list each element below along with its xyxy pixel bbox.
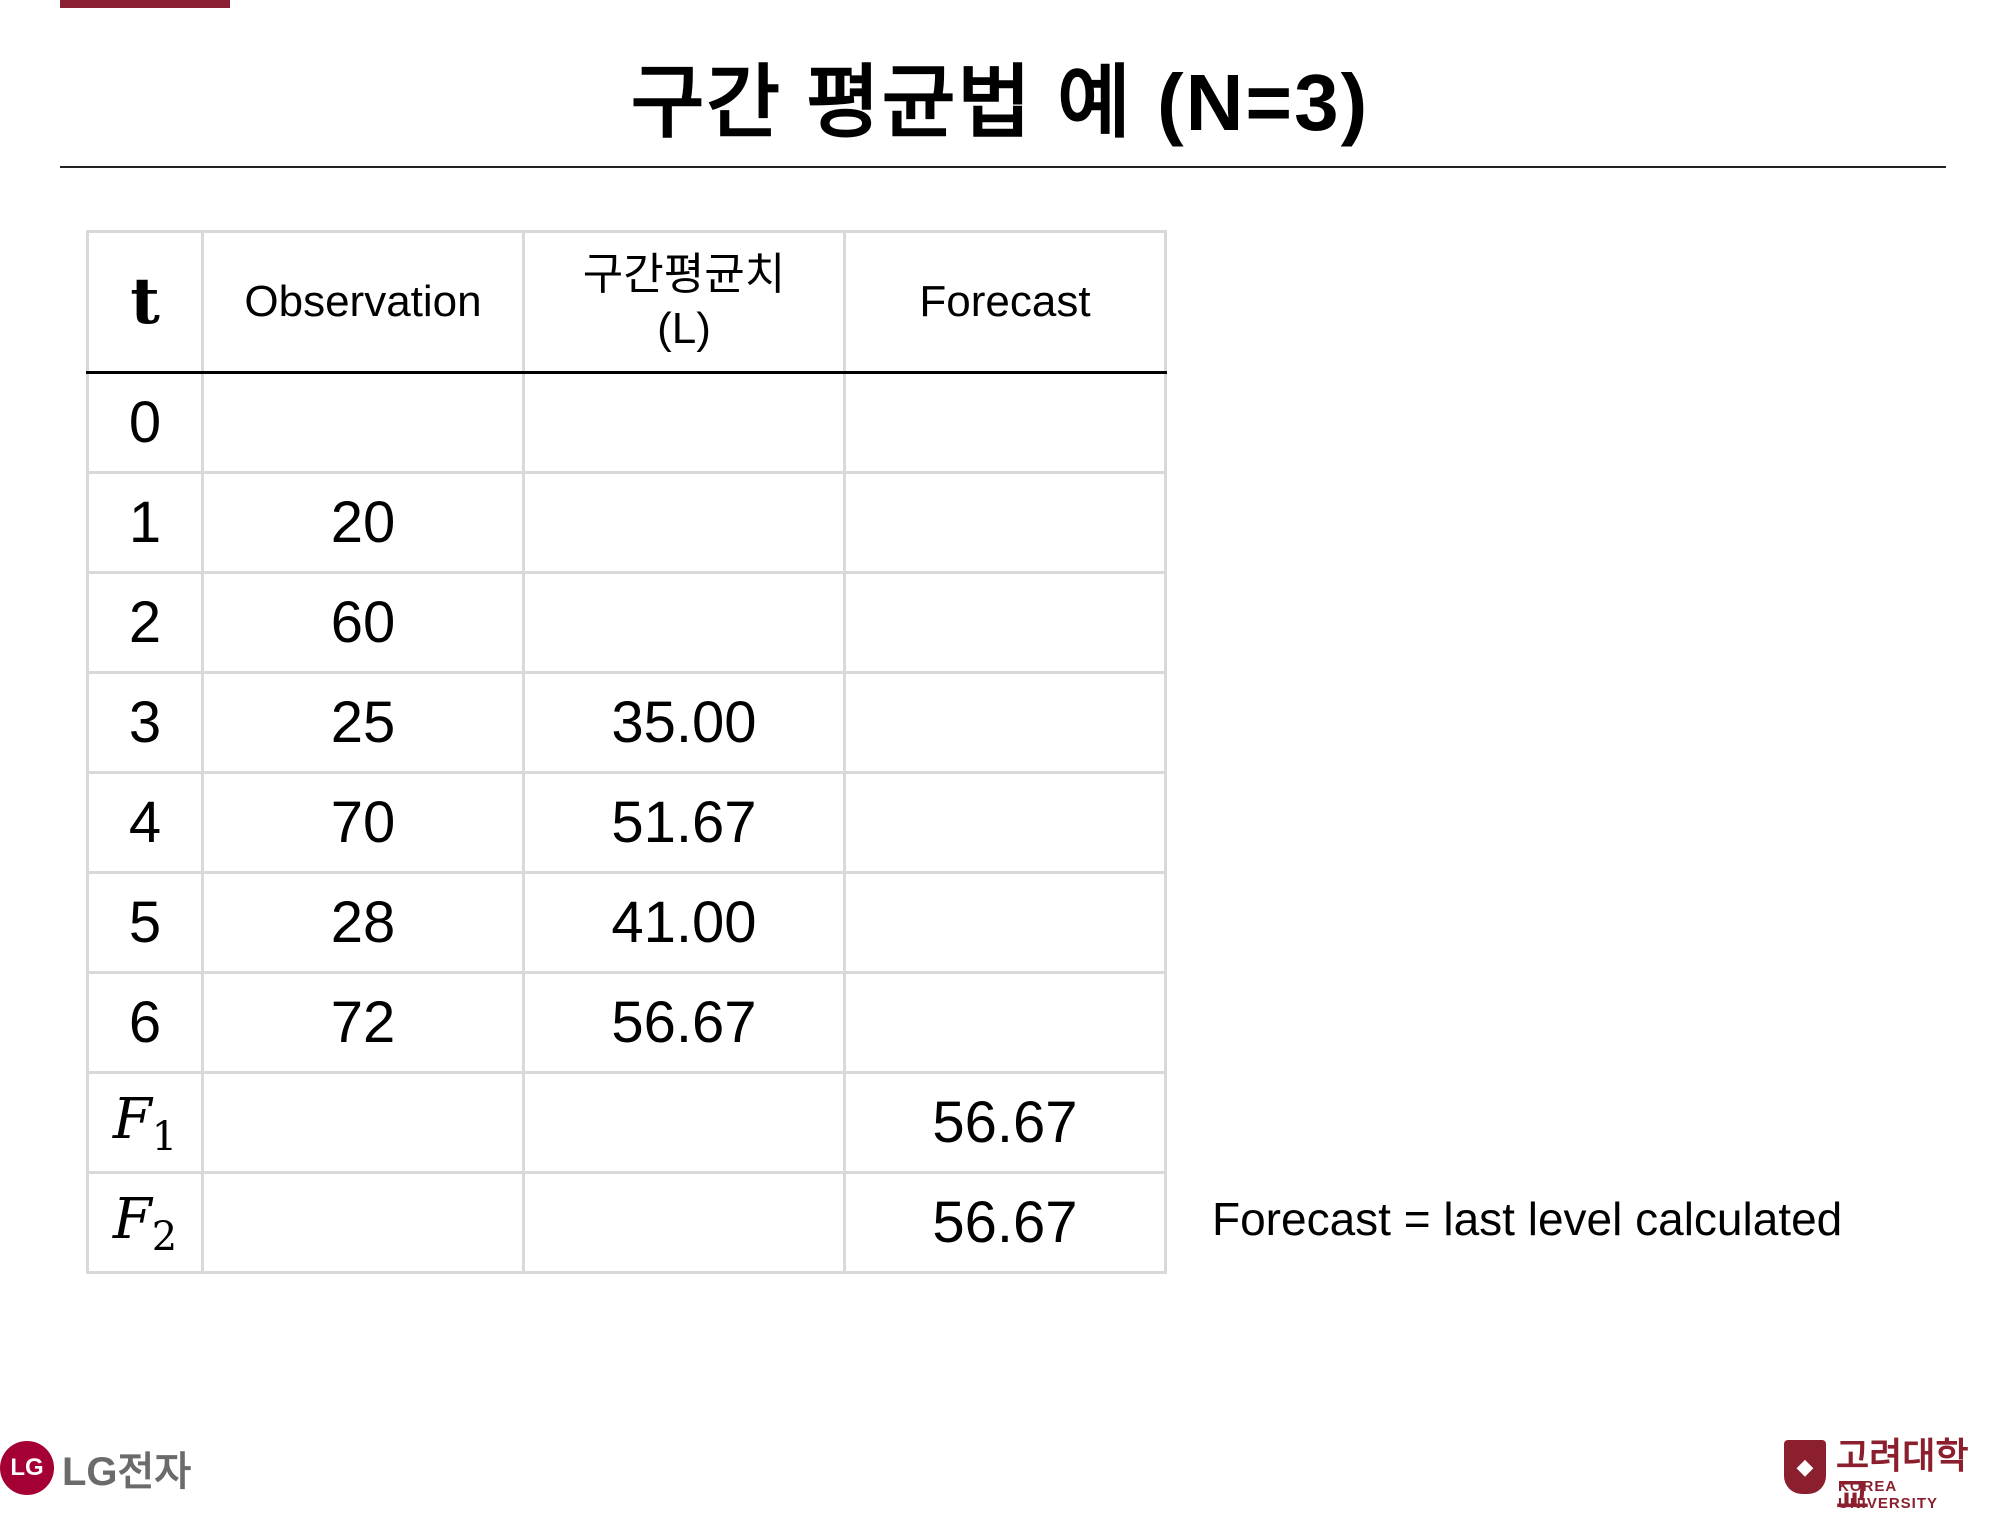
cell-level: 51.67	[522, 771, 846, 874]
table-row: 1 20	[86, 471, 1167, 574]
cell-level	[522, 471, 846, 574]
cell-forecast	[843, 971, 1167, 1074]
cell-forecast	[843, 771, 1167, 874]
cell-t: 1	[86, 471, 204, 574]
cell-observation: 28	[201, 871, 525, 974]
tiger-crest-icon: ◆	[1784, 1440, 1826, 1494]
forecast-symbol-letter: F	[112, 1186, 152, 1252]
moving-average-table: t Observation 구간평균치 (L) Forecast 0 1 20 …	[86, 230, 1167, 1274]
cell-observation: 70	[201, 771, 525, 874]
cell-forecast: 56.67	[843, 1071, 1167, 1174]
cell-level: 56.67	[522, 971, 846, 1074]
cell-forecast-symbol: F2	[86, 1171, 204, 1274]
cell-t: 6	[86, 971, 204, 1074]
lg-logo-icon: LG	[0, 1441, 54, 1495]
forecast-row: F2 56.67	[86, 1171, 1167, 1274]
cell-t: 3	[86, 671, 204, 774]
cell-forecast	[843, 371, 1167, 474]
cell-level: 35.00	[522, 671, 846, 774]
korea-university-english-name: KOREA UNIVERSITY	[1838, 1478, 1939, 1512]
cell-t: 2	[86, 571, 204, 674]
cell-observation	[201, 1071, 525, 1174]
cell-observation: 25	[201, 671, 525, 774]
cell-t: 4	[86, 771, 204, 874]
forecast-symbol-subscript: 2	[151, 1214, 178, 1261]
table-row: 6 72 56.67	[86, 971, 1167, 1074]
cell-level	[522, 371, 846, 474]
title-divider	[60, 166, 1946, 168]
slide-title: 구간 평균법 예 (N=3)	[630, 58, 1370, 147]
table-row: 0	[86, 371, 1167, 474]
cell-forecast	[843, 871, 1167, 974]
cell-observation	[201, 1171, 525, 1274]
cell-observation: 72	[201, 971, 525, 1074]
forecast-symbol-subscript: 1	[151, 1114, 178, 1161]
cell-observation: 20	[201, 471, 525, 574]
cell-forecast	[843, 571, 1167, 674]
table-row: 5 28 41.00	[86, 871, 1167, 974]
cell-forecast	[843, 471, 1167, 574]
forecast-symbol-letter: F	[112, 1086, 152, 1152]
korea-university-korean-name: 고려대학교	[1836, 1435, 1969, 1516]
cell-level	[522, 1071, 846, 1174]
header-level-line1: 구간평균치	[582, 250, 786, 299]
lg-logo: LG LG전자	[0, 1440, 191, 1496]
header-t: t	[86, 230, 204, 374]
header-level-line2: (L)	[657, 304, 711, 353]
header-level: 구간평균치 (L)	[522, 230, 846, 374]
cell-observation	[201, 371, 525, 474]
cell-t: 0	[86, 371, 204, 474]
cell-level	[522, 1171, 846, 1274]
forecast-symbol: F1	[112, 1086, 177, 1160]
forecast-note: Forecast = last level calculated	[1212, 1193, 1843, 1245]
header-row: t Observation 구간평균치 (L) Forecast	[86, 230, 1167, 374]
accent-bar	[60, 0, 230, 8]
cell-forecast-symbol: F1	[86, 1071, 204, 1174]
table-row: 2 60	[86, 571, 1167, 674]
cell-forecast	[843, 671, 1167, 774]
cell-observation: 60	[201, 571, 525, 674]
cell-t: 5	[86, 871, 204, 974]
table-row: 4 70 51.67	[86, 771, 1167, 874]
forecast-row: F1 56.67	[86, 1071, 1167, 1174]
cell-level	[522, 571, 846, 674]
lg-logo-text: LG전자	[62, 1450, 192, 1494]
table-row: 3 25 35.00	[86, 671, 1167, 774]
forecast-symbol: F2	[112, 1186, 177, 1260]
header-forecast: Forecast	[843, 230, 1167, 374]
cell-forecast: 56.67	[843, 1171, 1167, 1274]
cell-level: 41.00	[522, 871, 846, 974]
korea-university-logo: ◆ 고려대학교 KOREA UNIVERSITY	[1784, 1436, 1994, 1516]
header-observation: Observation	[201, 230, 525, 374]
